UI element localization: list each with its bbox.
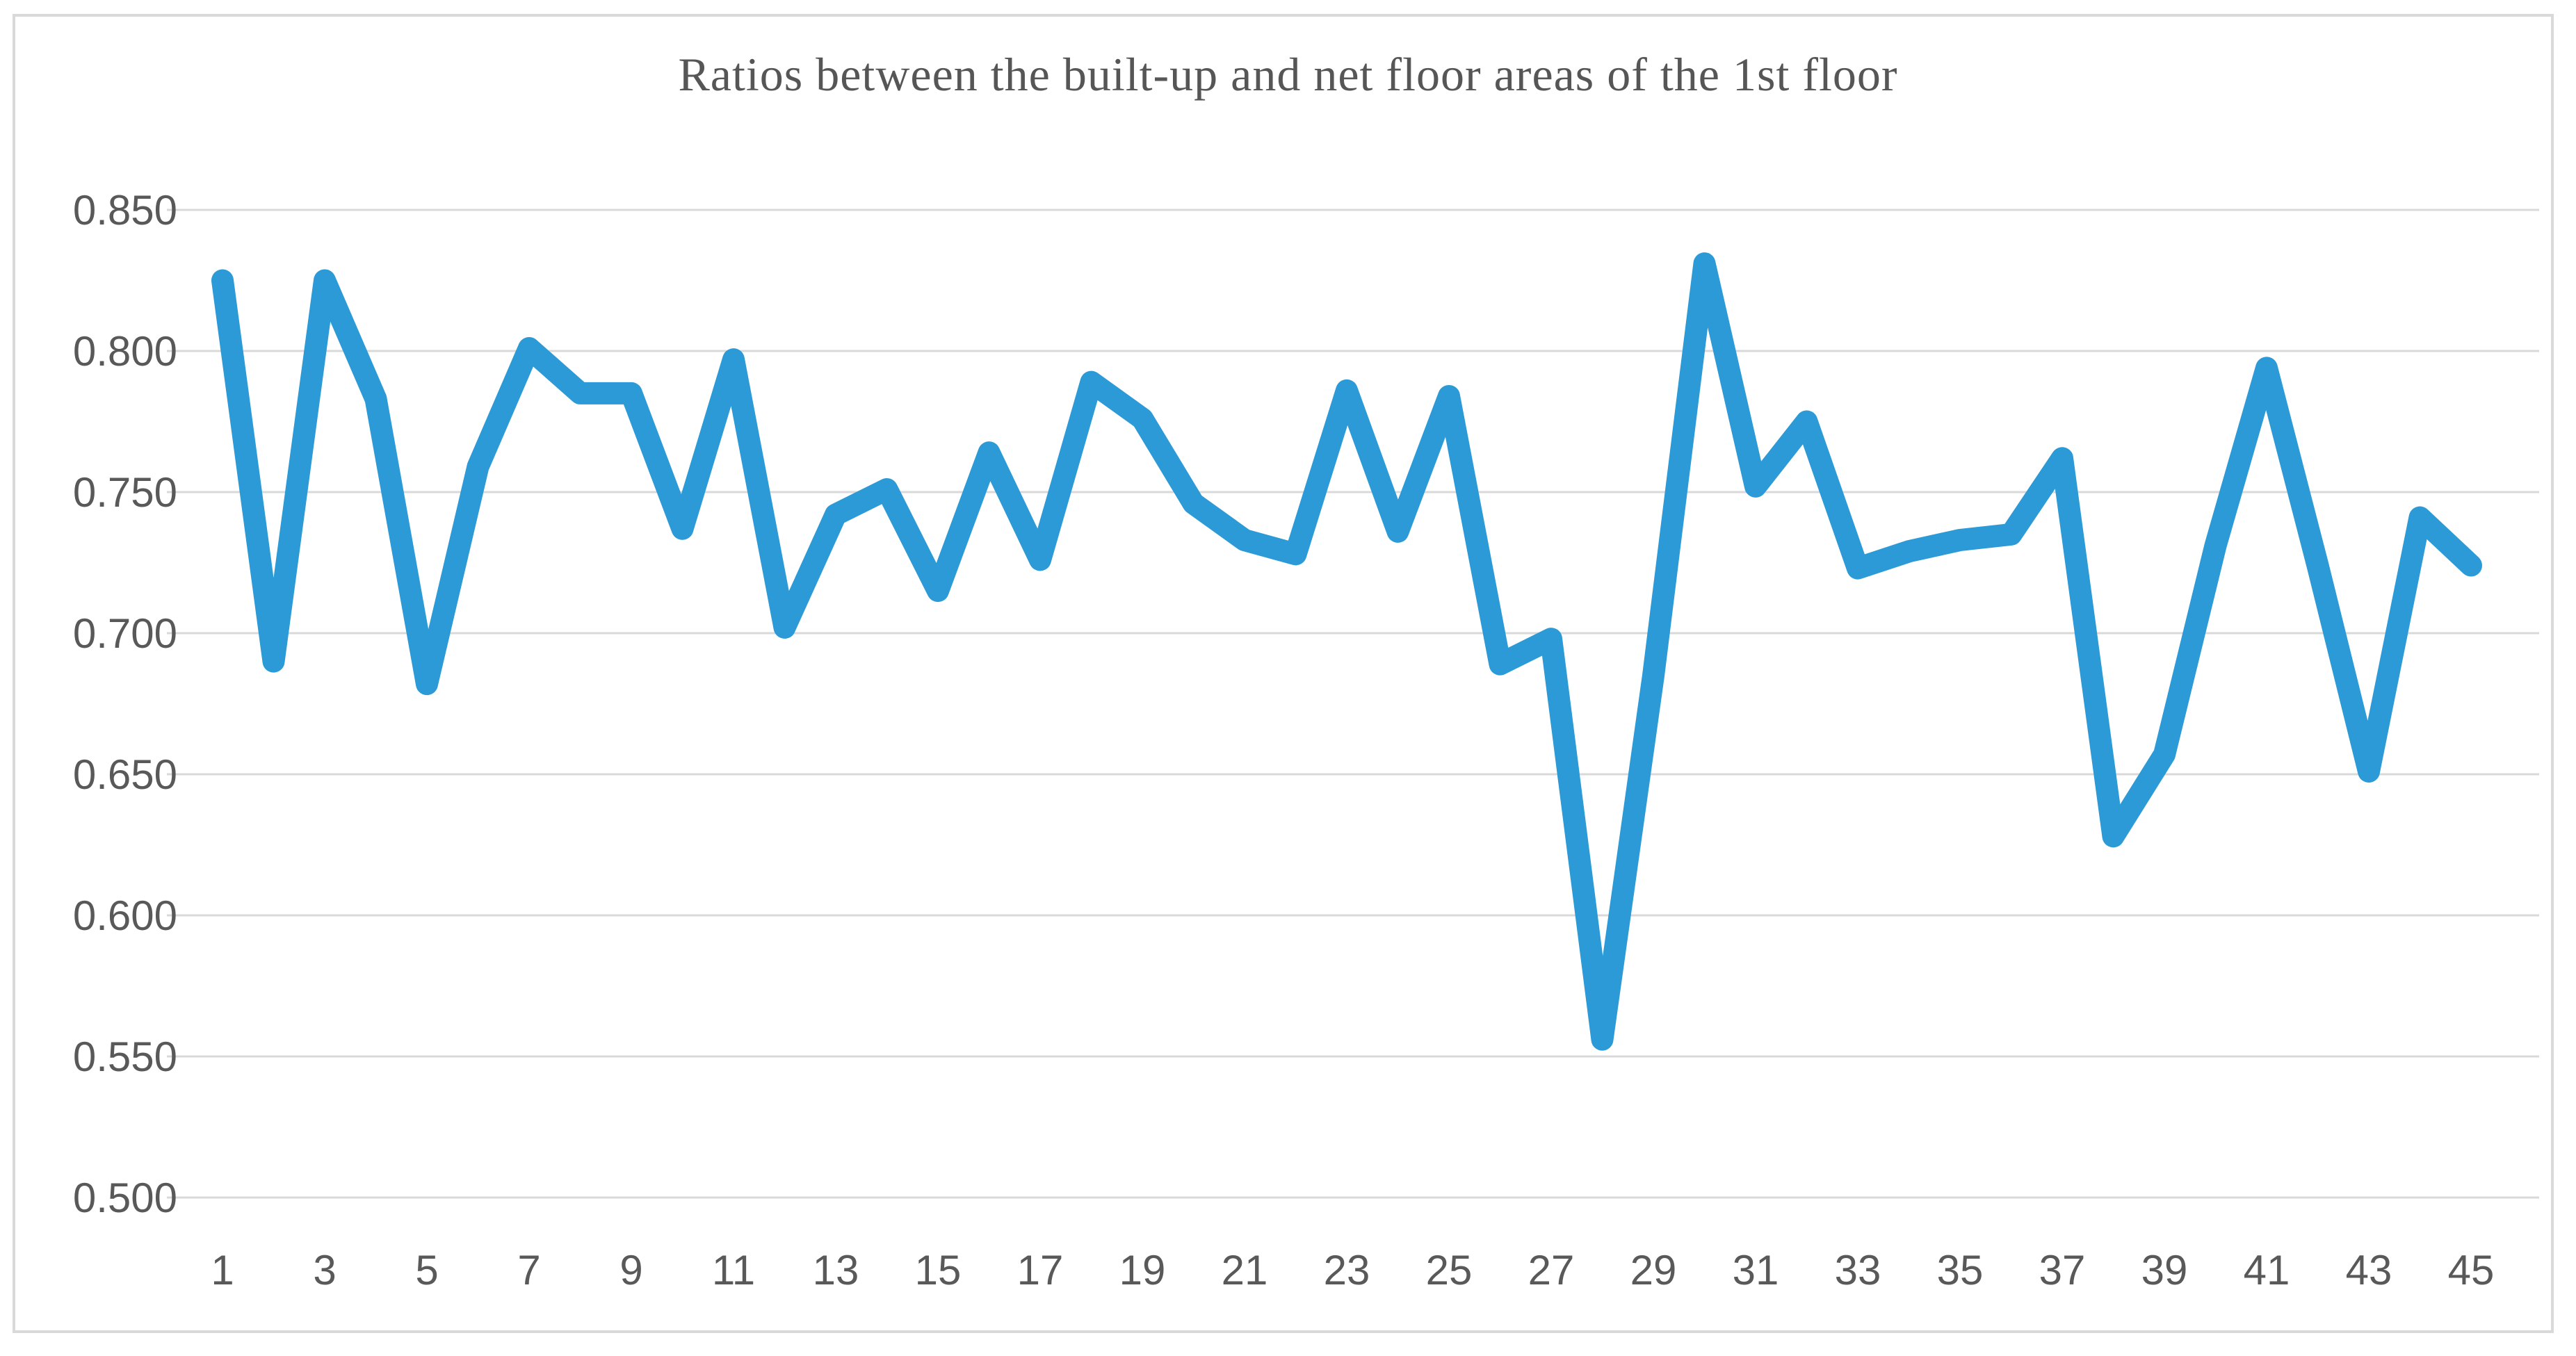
x-tick-label: 33 [1835,1247,1881,1293]
x-tick-label: 31 [1733,1247,1779,1293]
x-tick-label: 37 [2039,1247,2086,1293]
y-tick-label: 0.600 [73,892,177,939]
y-tick-label: 0.750 [73,469,177,516]
data-line-series [211,252,2482,1051]
x-tick-label: 27 [1528,1247,1575,1293]
x-tick-label: 7 [517,1247,540,1293]
y-tick-label: 0.550 [73,1034,177,1080]
x-tick-label: 45 [2448,1247,2495,1293]
y-tick-label: 0.800 [73,328,177,375]
y-tick-label: 0.700 [73,610,177,657]
x-tick-label: 5 [415,1247,438,1293]
y-tick-label: 0.850 [73,187,177,234]
y-tick-label: 0.650 [73,751,177,798]
x-tick-label: 21 [1222,1247,1268,1293]
x-tick-label: 9 [619,1247,642,1293]
x-tick-label: 43 [2346,1247,2392,1293]
x-tick-label: 15 [915,1247,962,1293]
x-tick-label: 13 [813,1247,859,1293]
x-tick-label: 3 [313,1247,336,1293]
x-tick-label: 19 [1119,1247,1166,1293]
x-tick-label: 1 [211,1247,234,1293]
x-tick-label: 29 [1630,1247,1677,1293]
x-tick-label: 23 [1324,1247,1370,1293]
x-tick-label: 25 [1426,1247,1473,1293]
x-tick-label: 39 [2141,1247,2188,1293]
x-tick-label: 11 [712,1247,755,1293]
x-tick-label: 41 [2244,1247,2290,1293]
chart-title: Ratios between the built-up and net floo… [678,48,1898,101]
y-tick-label: 0.500 [73,1175,177,1221]
x-tick-label: 17 [1017,1247,1064,1293]
x-tick-label: 35 [1937,1247,1984,1293]
